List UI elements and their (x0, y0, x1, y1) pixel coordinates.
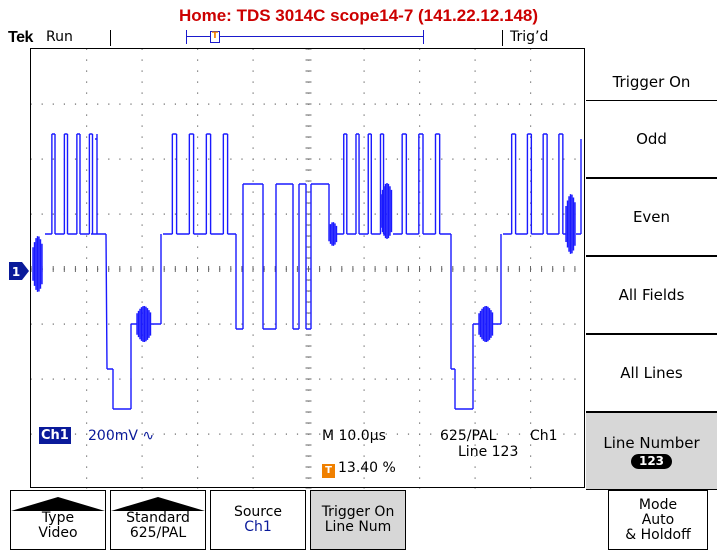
bottom-button-value: 625/PAL (129, 525, 187, 541)
status-divider (502, 30, 503, 46)
line-readout: Line 123 (458, 444, 519, 460)
trigger-source-readout: Ch1 (530, 428, 558, 444)
bottom-button-value: Ch1 (244, 519, 272, 535)
svg-text:1: 1 (12, 265, 20, 279)
bottom-menu: Type Video Standard 625/PAL Source Ch1 T… (0, 490, 717, 560)
side-button-label: Even (632, 208, 671, 226)
bottom-button-standard[interactable]: Standard 625/PAL (110, 490, 206, 550)
acquisition-state: Run (46, 29, 73, 45)
bottom-button-title: Mode (638, 496, 678, 513)
trigger-state: Trig’d (510, 29, 549, 45)
record-window-box (210, 31, 220, 43)
side-button-label: All Fields (618, 286, 685, 304)
channel-1-waveform (32, 133, 582, 410)
trigger-position-value: 13.40 % (338, 460, 396, 476)
channel-1-ground-marker-icon[interactable]: 1 (9, 262, 29, 280)
bottom-button-value: Auto (641, 511, 675, 528)
status-divider (110, 30, 111, 46)
side-button-label: Line Number (603, 433, 700, 452)
volts-per-division-readout: 200mV ∿ (88, 428, 154, 444)
side-button-label: All Lines (620, 364, 683, 382)
bottom-button-trigger-on[interactable]: Trigger On Line Num (310, 490, 406, 550)
record-position-bar[interactable]: T (186, 30, 424, 44)
trigger-icon: T (322, 464, 335, 478)
bottom-button-mode[interactable]: Mode Auto & Holdoff (608, 490, 708, 550)
side-button-all-fields[interactable]: All Fields (586, 256, 717, 334)
window-title: Home: TDS 3014C scope14-7 (141.22.12.148… (178, 6, 539, 25)
bottom-button-extra: & Holdoff (625, 526, 691, 543)
bottom-button-title: Trigger On (321, 504, 395, 520)
bottom-button-title: Type (41, 510, 75, 526)
timebase-readout: M 10.0µs (322, 428, 386, 444)
channel-readout-label: Ch1 (39, 427, 71, 444)
standard-readout: 625/PAL (440, 428, 497, 444)
coupling-icon: ∿ (142, 428, 155, 444)
side-button-label: Odd (636, 130, 667, 148)
bottom-button-value: Line Num (324, 519, 392, 535)
side-button-all-lines[interactable]: All Lines (586, 334, 717, 412)
trigger-point-icon: T (211, 31, 219, 41)
popup-arrow-icon (11, 497, 105, 511)
bottom-button-value: Video (38, 525, 78, 541)
side-menu: Trigger On Odd Even All Fields All Lines… (586, 52, 717, 492)
trigger-position-readout: T 13.40 % (322, 460, 396, 478)
status-bar: Tek Run Trig’d (0, 26, 717, 48)
bottom-button-title: Source (233, 504, 283, 520)
line-number-value: 123 (630, 453, 673, 469)
bottom-button-title: Standard (126, 510, 190, 526)
bottom-button-type[interactable]: Type Video (10, 490, 106, 550)
side-button-line-number[interactable]: Line Number 123 (586, 412, 717, 490)
volts-value: 200mV (88, 428, 138, 444)
side-button-odd[interactable]: Odd (586, 100, 717, 178)
side-button-even[interactable]: Even (586, 178, 717, 256)
popup-arrow-icon (111, 497, 205, 511)
waveform-display[interactable] (30, 48, 585, 489)
bottom-button-source[interactable]: Source Ch1 (210, 490, 306, 550)
brand-logo: Tek (8, 29, 33, 46)
